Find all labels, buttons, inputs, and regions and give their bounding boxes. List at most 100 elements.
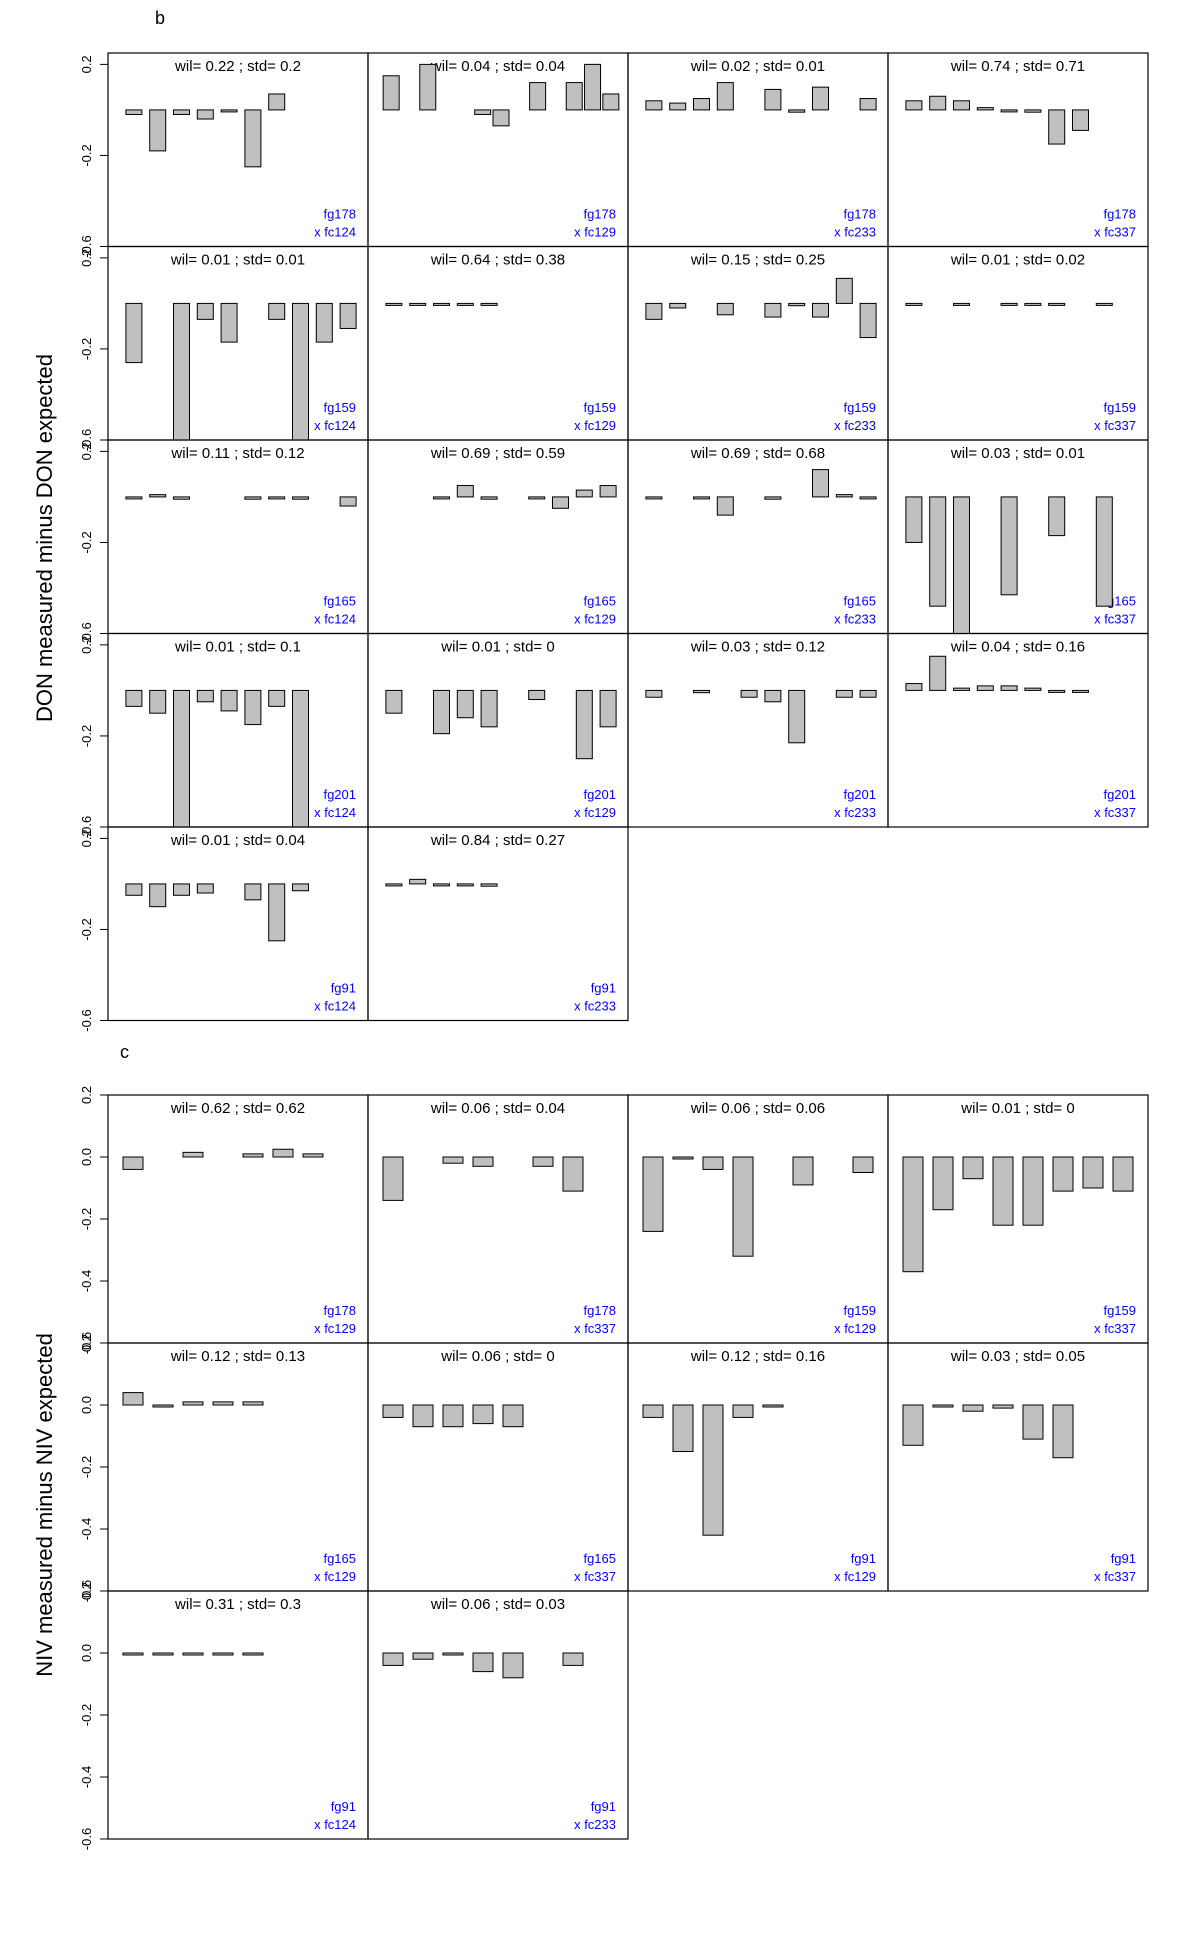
bar (268, 496, 286, 500)
cross-label-female: fg159 (843, 400, 876, 415)
bar (953, 100, 970, 111)
bar (268, 302, 286, 320)
y-tick-label: 0.2 (79, 1086, 94, 1104)
bar (859, 302, 877, 339)
bar (1000, 109, 1018, 113)
cross-label-female: fg165 (323, 1551, 356, 1566)
stat-label: wil= 0.15 ; std= 0.25 (690, 252, 825, 269)
bar (953, 687, 970, 691)
bar (859, 496, 877, 500)
bar (929, 655, 947, 691)
bar (268, 689, 286, 707)
cross-label-male: x fc124 (314, 805, 356, 820)
bar (762, 1404, 784, 1408)
bar (953, 302, 970, 306)
bar (442, 1404, 464, 1428)
bar (385, 689, 403, 714)
bar (528, 496, 546, 500)
y-tick-label: 0.0 (79, 1644, 94, 1662)
y-tick-label: -0.4 (79, 1270, 94, 1292)
cross-label-male: x fc124 (314, 1817, 356, 1832)
bar (669, 302, 687, 309)
bar (382, 1404, 404, 1418)
stat-label: wil= 0.01 ; std= 0.04 (170, 832, 305, 849)
bar (1072, 689, 1089, 693)
y-tick-label: -0.4 (79, 1766, 94, 1788)
stat-label: wil= 0.01 ; std= 0 (960, 1100, 1074, 1117)
bar (480, 302, 498, 306)
bar (220, 302, 238, 343)
panel-letter: b (155, 8, 165, 28)
bar (244, 689, 262, 726)
stat-label: wil= 0.01 ; std= 0 (440, 639, 554, 656)
bar (433, 689, 450, 735)
bar (962, 1156, 984, 1180)
bar (702, 1156, 724, 1170)
bar (456, 485, 474, 498)
cross-label-male: x fc337 (1094, 805, 1136, 820)
bar (812, 86, 829, 111)
bar (122, 1156, 144, 1170)
facet-panel: wil= 0.02 ; std= 0.01 fg178 x fc233 (627, 52, 889, 248)
bar (902, 1156, 924, 1273)
bar (382, 1156, 404, 1201)
cross-label-male: x fc337 (1094, 1569, 1136, 1584)
cross-label-female: fg159 (843, 1303, 876, 1318)
bar (645, 100, 663, 111)
stat-label: wil= 0.22 ; std= 0.2 (174, 58, 301, 75)
bar (149, 883, 167, 908)
panel-letter: c (120, 1042, 129, 1062)
cross-label-female: fg178 (583, 1303, 616, 1318)
cross-label-male: x fc233 (574, 999, 616, 1014)
y-tick-label: -0.2 (79, 1704, 94, 1726)
stat-label: wil= 0.31 ; std= 0.3 (174, 1596, 301, 1613)
bar (1024, 687, 1042, 691)
cross-label-female: fg178 (583, 207, 616, 222)
stat-label: wil= 0.11 ; std= 0.12 (170, 445, 304, 462)
chart-c-niv: c NIV measured minus NIV expected 0.2 0.0 -0… (32, 1042, 1149, 1850)
cross-label-male: x fc337 (1094, 418, 1136, 433)
bar (645, 689, 663, 698)
bar (693, 496, 710, 500)
stat-label: wil= 0.01 ; std= 0.02 (950, 252, 1085, 269)
stat-label: wil= 0.06 ; std= 0 (440, 1348, 554, 1365)
bar (125, 883, 143, 896)
stat-label: wil= 0.04 ; std= 0.16 (950, 639, 1085, 656)
y-tick-label: -0.6 (79, 1332, 94, 1354)
bar (859, 98, 877, 111)
cross-label-female: fg201 (323, 787, 356, 802)
cross-label-female: fg201 (583, 787, 616, 802)
bar (905, 100, 923, 111)
bar (835, 277, 853, 304)
bar (575, 489, 593, 498)
cross-label-male: x fc233 (834, 805, 876, 820)
bar (852, 1156, 874, 1173)
y-tick-label: 0.2 (79, 1334, 94, 1352)
facet-panel: 0.2 -0.2 -0.6 wil= 0.11 ; std= 0.12 fg165 x f… (79, 439, 369, 645)
facet-panel: 0.2 -0.2 -0.6 wil= 0.01 ; std= 0.01 fg159 x f… (79, 245, 369, 451)
bar (292, 883, 309, 892)
bar (472, 1652, 494, 1673)
bar (456, 689, 474, 719)
cross-label-female: fg91 (1111, 1551, 1136, 1566)
cross-label-female: fg165 (583, 594, 616, 609)
facet-panel: 0.2 0.0 -0.2 -0.4 -0.6 wil= 0.31 ; std= 0.3 fg… (79, 1582, 369, 1850)
stat-label: wil= 0.84 ; std= 0.27 (430, 832, 565, 849)
bar (173, 689, 190, 828)
bar (599, 689, 617, 728)
bar (315, 302, 333, 343)
bar (433, 883, 450, 887)
bar (929, 95, 947, 111)
cross-label-female: fg159 (323, 400, 356, 415)
bar (339, 496, 357, 507)
bar (835, 689, 853, 698)
bar (788, 109, 806, 113)
facet-panel: wil= 0.01 ; std= 0 fg201 x fc129 (367, 632, 629, 828)
y-tick-label: 0.2 (79, 1582, 94, 1600)
facet-panel: 0.2 0.0 -0.2 -0.4 -0.6 wil= 0.62 ; std= 0.62 f… (79, 1086, 369, 1354)
bar (835, 494, 853, 498)
bar (472, 1156, 494, 1167)
bar (212, 1652, 234, 1656)
stat-label: wil= 0.03 ; std= 0.01 (950, 445, 1085, 462)
